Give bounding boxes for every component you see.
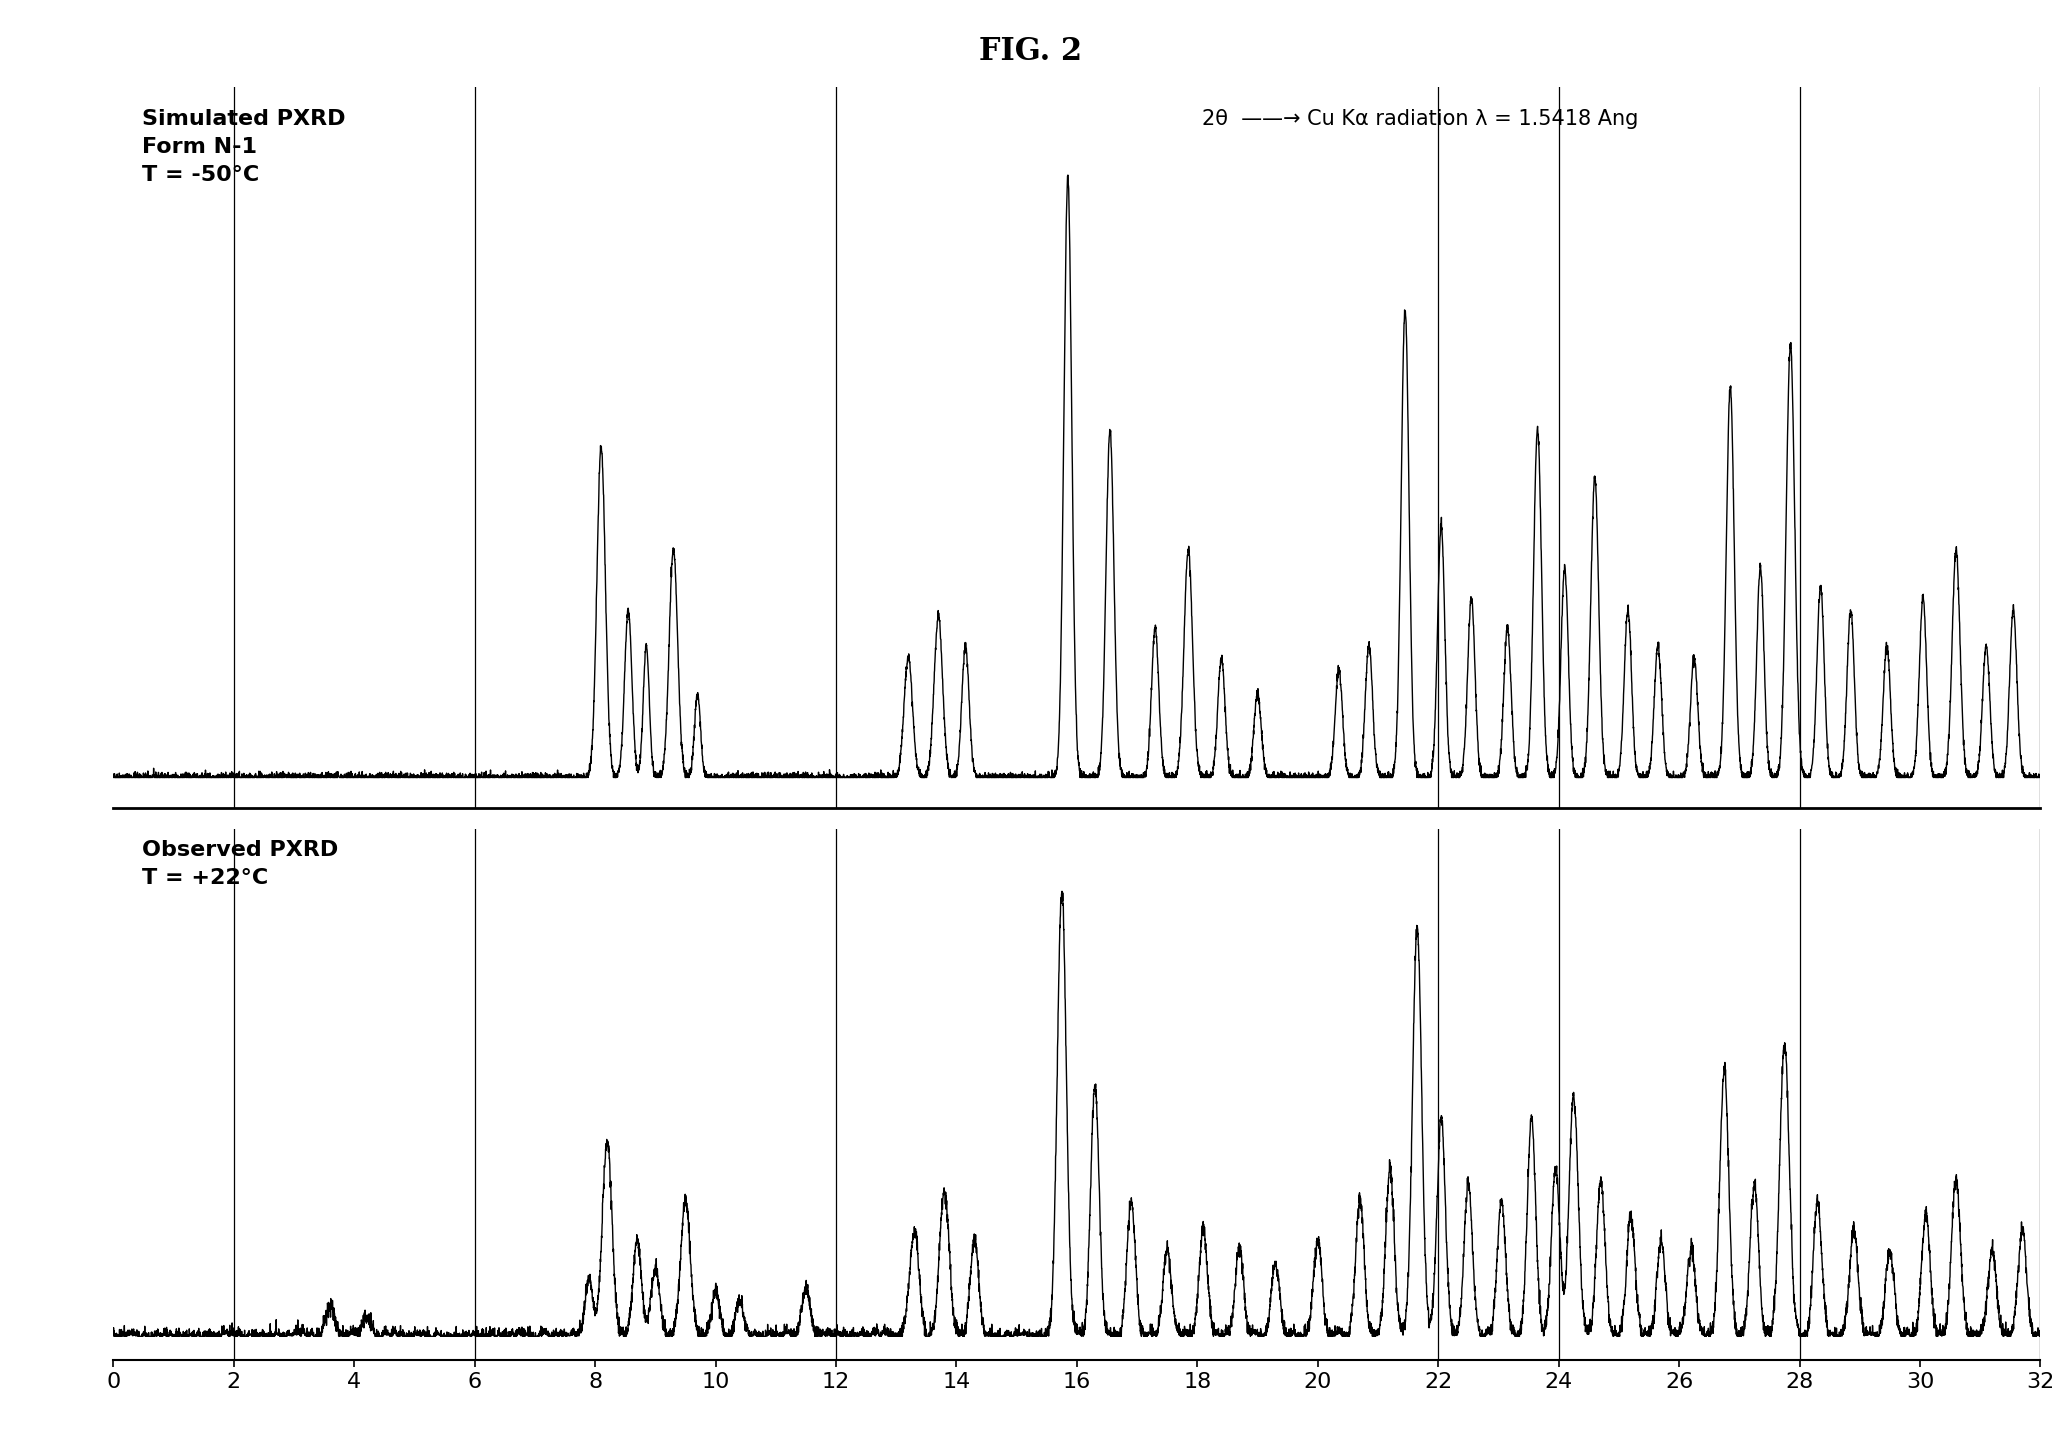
Text: Simulated PXRD
Form N-1
T = -50°C: Simulated PXRD Form N-1 T = -50°C [142,109,346,185]
Text: FIG. 2: FIG. 2 [979,36,1082,67]
Text: 2θ  ——→ Cu Kα radiation λ = 1.5418 Ang: 2θ ——→ Cu Kα radiation λ = 1.5418 Ang [1202,109,1638,129]
Text: Observed PXRD
T = +22°C: Observed PXRD T = +22°C [142,840,338,888]
